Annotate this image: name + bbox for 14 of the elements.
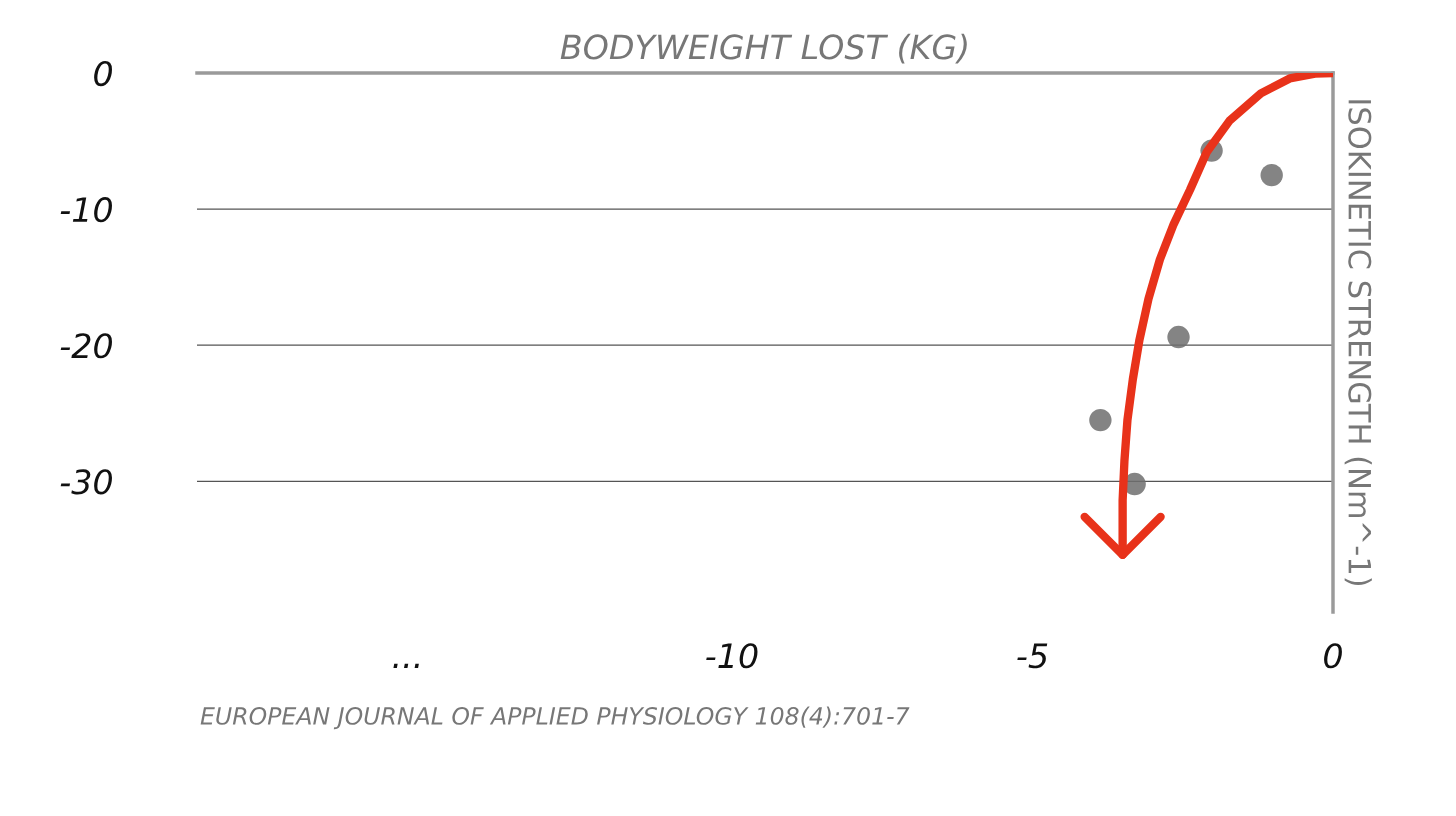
y-tick-label: -30 [60,469,112,495]
y-tick-label: -20 [60,333,112,359]
x-tick-label: 0 [1324,643,1342,669]
x-tick-label: -10 [706,643,758,669]
x-tick-label: -5 [1017,643,1048,669]
y-axis-title: ISOKINETIC STRENGTH (Nm^-1) [1344,100,1372,586]
y-tick-label: 0 [94,60,112,87]
x-axis-title: BODYWEIGHT LOST (KG) [560,33,967,64]
point [1260,163,1283,187]
text: EUROPEAN JOURNAL OF APPLIED PHYSIOLOGY 108(4):701-7 [200,706,910,730]
point [1089,408,1112,432]
y-tick-label: -10 [60,197,112,223]
point [1167,325,1190,349]
x-tick-label: ... [393,663,419,668]
